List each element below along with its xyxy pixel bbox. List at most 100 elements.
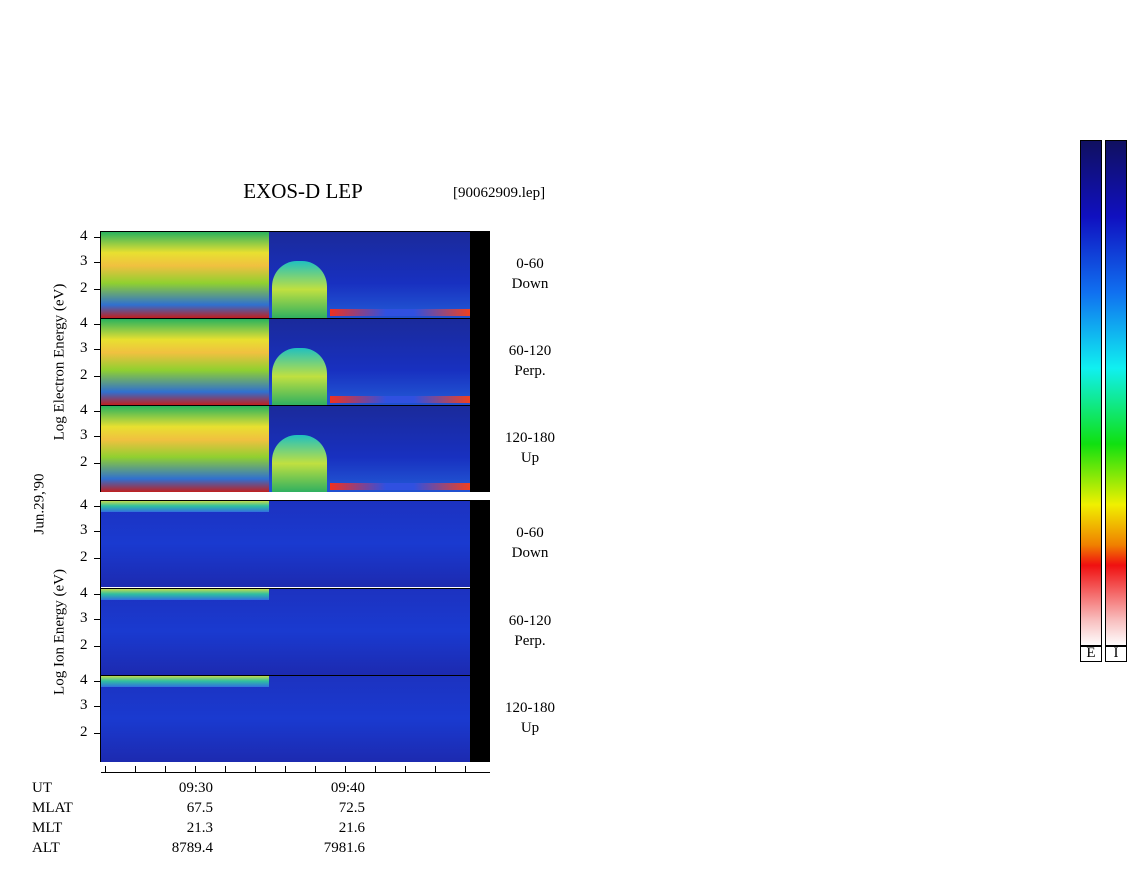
black-band	[470, 500, 490, 762]
spectrogram	[101, 588, 269, 600]
y-tick-label: 2	[80, 637, 88, 653]
y-tick	[94, 733, 101, 734]
x-tick	[165, 766, 166, 772]
panel-border	[101, 500, 490, 501]
ephemeris-value: 21.6	[338, 820, 365, 836]
y-tick	[94, 376, 101, 377]
y-tick	[94, 594, 101, 595]
ephemeris-name: ALT	[32, 840, 60, 856]
y-tick-label: 2	[80, 454, 88, 470]
y-tick-label: 3	[80, 610, 88, 626]
x-tick	[405, 766, 406, 772]
panel-label: 120-180	[505, 430, 555, 446]
y-tick-label: 3	[80, 522, 88, 538]
spectrogram	[101, 231, 269, 318]
spectrogram	[272, 435, 327, 492]
spectrogram	[101, 405, 269, 492]
y-tick-label: 4	[80, 315, 88, 331]
y-tick-label: 4	[80, 228, 88, 244]
colorbar-label: E	[1080, 645, 1102, 662]
y-tick	[94, 506, 101, 507]
panel-border	[101, 405, 490, 406]
y-tick	[94, 646, 101, 647]
y-tick-label: 2	[80, 549, 88, 565]
panel-border	[101, 675, 490, 676]
y-tick	[94, 436, 101, 437]
ephemeris-value: 21.3	[186, 820, 213, 836]
x-tick	[195, 766, 196, 772]
y-tick-label: 2	[80, 724, 88, 740]
panel-label: 0-60	[516, 256, 544, 272]
title: EXOS-D LEP	[243, 179, 363, 203]
y-tick	[94, 681, 101, 682]
panel-label: 0-60	[516, 525, 544, 541]
y-tick	[94, 324, 101, 325]
y-tick	[94, 349, 101, 350]
panel-sublabel: Down	[511, 276, 549, 292]
x-tick	[135, 766, 136, 772]
ephemeris-value: 7981.6	[323, 840, 365, 856]
y-tick-label: 2	[80, 367, 88, 383]
spectrogram	[272, 261, 327, 318]
x-tick	[435, 766, 436, 772]
panel-label: 60-120	[508, 613, 552, 629]
spectrogram	[101, 675, 470, 762]
spectrogram	[101, 500, 470, 587]
panel-label: 120-180	[505, 700, 555, 716]
y-tick-label: 3	[80, 697, 88, 713]
y-tick	[94, 463, 101, 464]
ephemeris-value: 09:40	[330, 780, 365, 796]
y-tick-label: 4	[80, 402, 88, 418]
x-tick	[105, 766, 106, 772]
ephemeris-value: 72.5	[338, 800, 365, 816]
panel-border	[101, 231, 490, 232]
spectrogram	[272, 348, 327, 405]
spectrogram	[101, 588, 470, 675]
time-axis	[101, 772, 490, 773]
panel-sublabel: Perp.	[514, 363, 546, 379]
y-tick-label: 4	[80, 672, 88, 688]
x-tick	[375, 766, 376, 772]
y-tick	[94, 289, 101, 290]
colorbar	[1080, 140, 1102, 647]
panel-sublabel: Up	[520, 720, 540, 736]
y-tick	[94, 531, 101, 532]
x-tick	[315, 766, 316, 772]
ephemeris-name: MLT	[32, 820, 63, 836]
panel-border	[101, 588, 490, 589]
axis-label: Log Ion Energy (eV)	[51, 569, 68, 695]
y-tick	[94, 237, 101, 238]
y-tick	[94, 262, 101, 263]
colorbar	[1105, 140, 1127, 647]
file-name: [90062909.lep]	[453, 185, 546, 201]
ephemeris-value: 8789.4	[171, 840, 213, 856]
colorbar-label: I	[1105, 645, 1127, 662]
ephemeris-value: 09:30	[178, 780, 213, 796]
y-tick-label: 3	[80, 253, 88, 269]
axis-label: Log Electron Energy (eV)	[51, 283, 68, 441]
panel-sublabel: Down	[511, 545, 549, 561]
spectrogram	[330, 309, 470, 316]
ephemeris-value: 67.5	[186, 800, 213, 816]
ephemeris-name: MLAT	[32, 800, 73, 816]
x-tick	[465, 766, 466, 772]
y-axis	[100, 500, 101, 762]
x-tick	[255, 766, 256, 772]
y-tick-label: 3	[80, 340, 88, 356]
date-label: Jun.29,'90	[31, 473, 48, 535]
y-tick-label: 3	[80, 427, 88, 443]
black-band	[470, 231, 490, 492]
ephemeris-name: UT	[32, 780, 52, 796]
y-axis	[100, 231, 101, 492]
y-tick-label: 2	[80, 280, 88, 296]
spectrogram	[330, 396, 470, 403]
y-tick	[94, 558, 101, 559]
spectrogram	[101, 500, 269, 512]
panel-border	[101, 318, 490, 319]
spectrogram	[330, 483, 470, 490]
x-tick	[225, 766, 226, 772]
spectrogram	[101, 675, 269, 687]
y-tick	[94, 706, 101, 707]
spectrogram	[101, 318, 269, 405]
